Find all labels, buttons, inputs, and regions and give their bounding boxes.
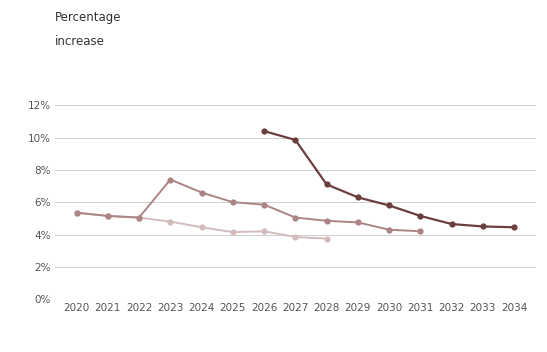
2024 LTPs xyxy=(261,129,267,133)
2021 LTPs xyxy=(230,200,236,204)
2024 LTPs xyxy=(480,224,486,228)
Line: 2021 LTPs: 2021 LTPs xyxy=(73,176,423,234)
2018 LTPs xyxy=(136,215,142,220)
2018 LTPs xyxy=(230,230,236,234)
2021 LTPs xyxy=(167,177,173,182)
2018 LTPs xyxy=(167,220,173,224)
2024 LTPs xyxy=(417,214,424,218)
2021 LTPs xyxy=(199,190,205,195)
2024 LTPs xyxy=(449,222,455,226)
Line: 2024 LTPs: 2024 LTPs xyxy=(261,128,517,231)
2018 LTPs xyxy=(323,237,330,241)
2021 LTPs xyxy=(104,214,111,218)
2024 LTPs xyxy=(323,182,330,187)
2024 LTPs xyxy=(511,225,517,230)
Text: Percentage: Percentage xyxy=(55,11,121,24)
2018 LTPs xyxy=(261,229,267,233)
2024 LTPs xyxy=(386,203,392,208)
2024 LTPs xyxy=(354,195,361,200)
2018 LTPs xyxy=(292,235,299,239)
2021 LTPs xyxy=(261,202,267,207)
2018 LTPs xyxy=(199,225,205,230)
2021 LTPs xyxy=(136,215,142,220)
Text: increase: increase xyxy=(55,35,104,48)
2018 LTPs xyxy=(73,210,80,215)
Line: 2018 LTPs: 2018 LTPs xyxy=(73,209,330,242)
2021 LTPs xyxy=(417,229,424,233)
2021 LTPs xyxy=(323,219,330,223)
2021 LTPs xyxy=(354,220,361,225)
2018 LTPs xyxy=(104,214,111,218)
2021 LTPs xyxy=(73,210,80,215)
2024 LTPs xyxy=(292,138,299,142)
2021 LTPs xyxy=(386,228,392,232)
2021 LTPs xyxy=(292,215,299,220)
